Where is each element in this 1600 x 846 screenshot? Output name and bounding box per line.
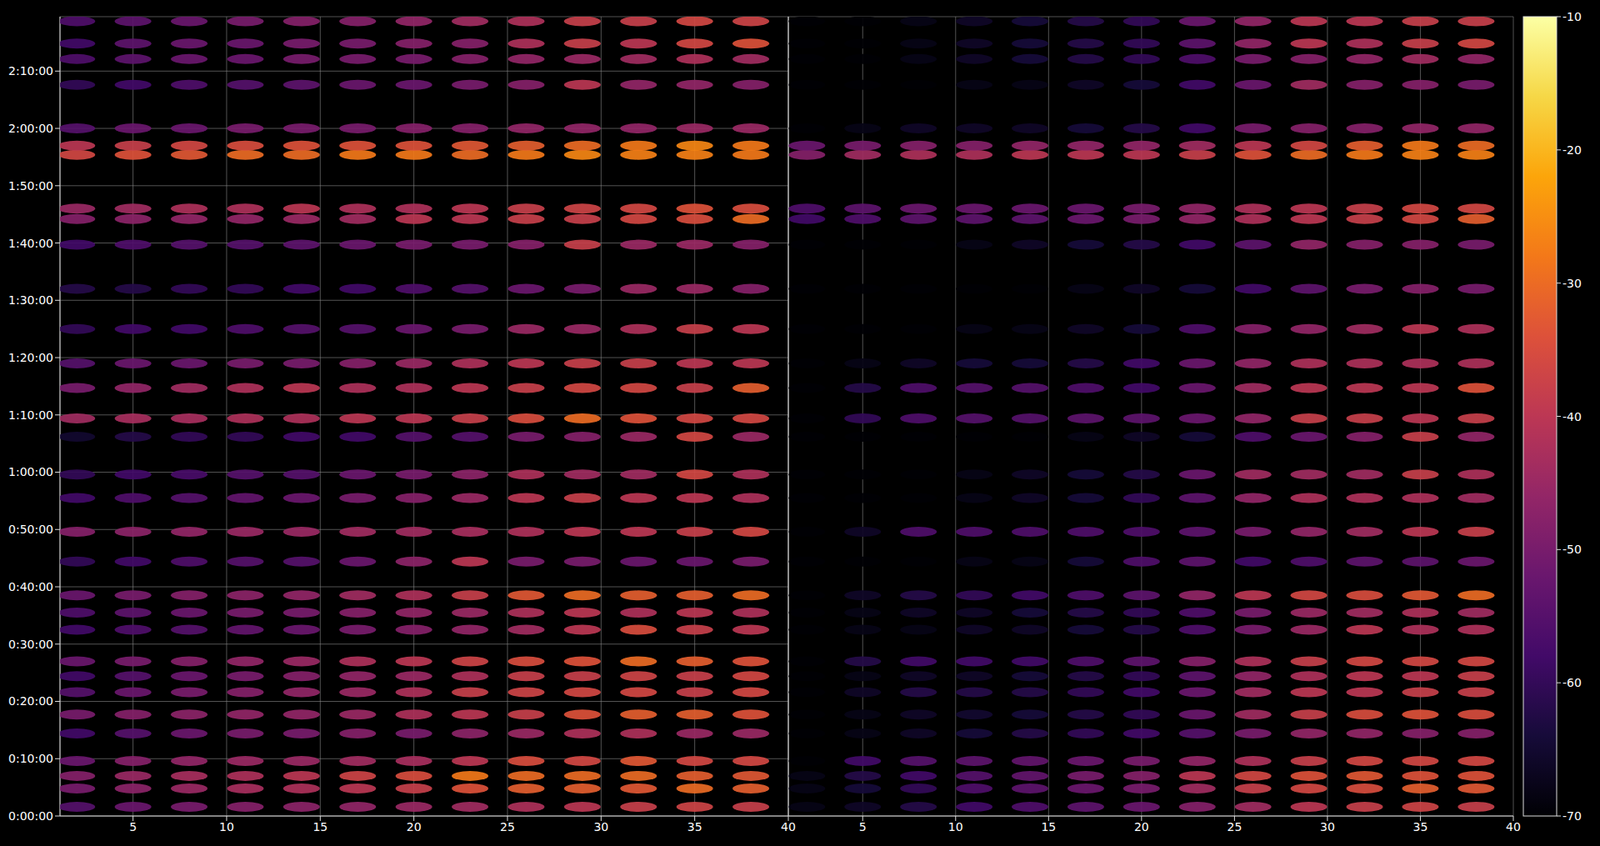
svg-text:1:50:00: 1:50:00 xyxy=(8,179,54,193)
svg-text:25: 25 xyxy=(1226,820,1242,834)
svg-text:-40: -40 xyxy=(1562,410,1582,424)
svg-text:20: 20 xyxy=(406,820,422,834)
svg-text:10: 10 xyxy=(948,820,964,834)
svg-text:35: 35 xyxy=(687,820,703,834)
svg-text:20: 20 xyxy=(1134,820,1150,834)
svg-text:0:50:00: 0:50:00 xyxy=(8,522,54,536)
svg-text:1:40:00: 1:40:00 xyxy=(8,236,54,250)
svg-text:2:10:00: 2:10:00 xyxy=(8,64,54,78)
svg-text:40: 40 xyxy=(780,820,796,834)
svg-text:-70: -70 xyxy=(1562,809,1582,823)
svg-text:5: 5 xyxy=(859,820,867,834)
svg-text:-50: -50 xyxy=(1562,542,1582,556)
svg-text:-20: -20 xyxy=(1562,143,1582,157)
svg-text:1:00:00: 1:00:00 xyxy=(8,465,54,479)
svg-text:10: 10 xyxy=(219,820,235,834)
svg-text:0:40:00: 0:40:00 xyxy=(8,580,54,594)
svg-text:30: 30 xyxy=(1320,820,1335,834)
svg-text:0:20:00: 0:20:00 xyxy=(8,694,54,708)
svg-text:40: 40 xyxy=(1505,820,1521,834)
svg-text:0:30:00: 0:30:00 xyxy=(8,637,54,651)
svg-text:5: 5 xyxy=(129,820,137,834)
svg-text:30: 30 xyxy=(593,820,609,834)
svg-text:-60: -60 xyxy=(1562,675,1582,690)
svg-text:-30: -30 xyxy=(1562,276,1582,290)
svg-text:35: 35 xyxy=(1413,820,1429,834)
svg-text:1:10:00: 1:10:00 xyxy=(8,408,54,422)
svg-text:15: 15 xyxy=(312,820,328,834)
svg-text:0:00:00: 0:00:00 xyxy=(8,809,54,823)
svg-text:-10: -10 xyxy=(1562,10,1582,24)
svg-text:2:00:00: 2:00:00 xyxy=(8,121,54,135)
svg-text:1:20:00: 1:20:00 xyxy=(8,350,54,365)
svg-text:25: 25 xyxy=(500,820,515,834)
svg-text:15: 15 xyxy=(1040,820,1056,834)
svg-text:0:10:00: 0:10:00 xyxy=(8,751,54,765)
svg-text:1:30:00: 1:30:00 xyxy=(8,293,54,307)
